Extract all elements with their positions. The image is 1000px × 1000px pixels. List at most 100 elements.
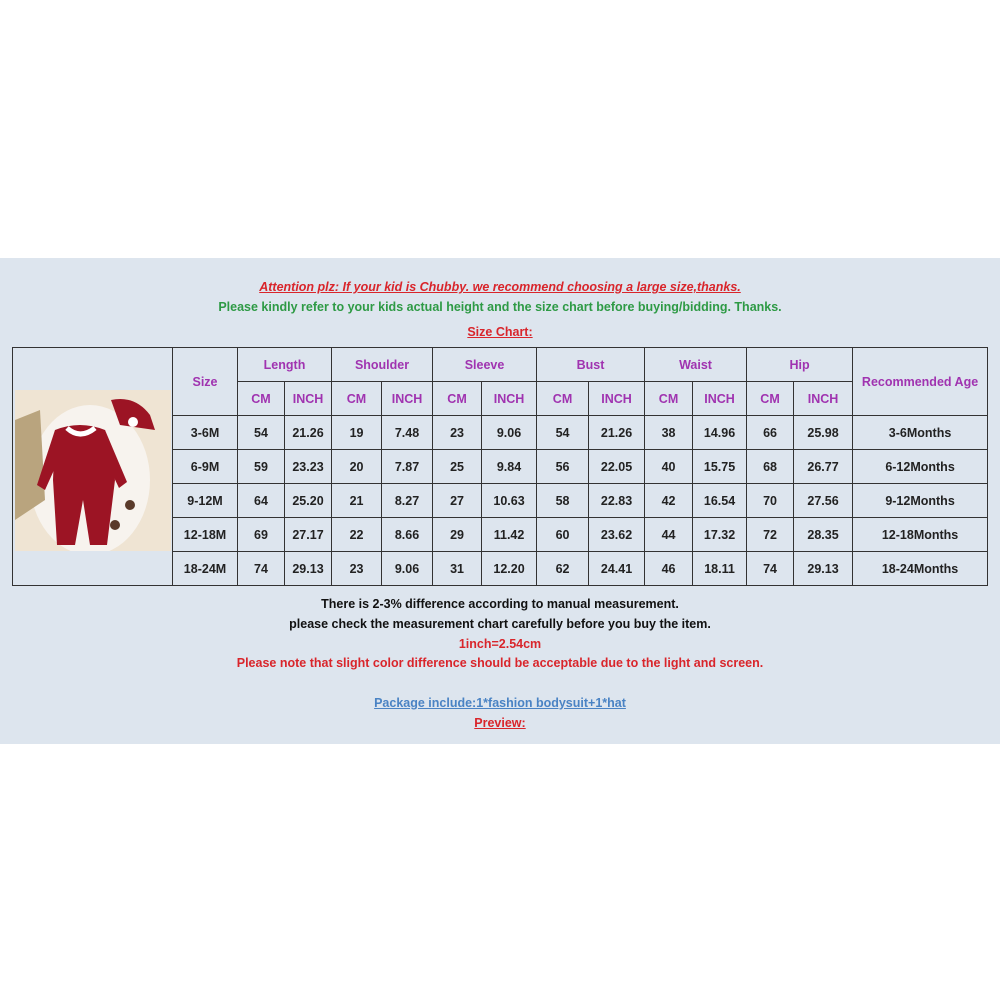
recommended-age-header: Recommended Age <box>852 347 989 416</box>
measurement-cell: 74 <box>237 551 285 586</box>
group-header-bust: Bust <box>536 347 646 382</box>
package-include-link[interactable]: Package include:1*fashion bodysuit+1*hat <box>374 696 626 710</box>
measurement-cell: 16.54 <box>692 483 748 518</box>
measurement-cell: 17.32 <box>692 517 748 552</box>
product-image-cell <box>12 347 173 586</box>
size-cell: 12-18M <box>172 517 238 552</box>
measurement-cell: 23 <box>432 415 483 450</box>
header-row-groups: Size Length Shoulder Sleeve Bust Waist Hip Reco… <box>12 347 989 586</box>
measurement-cell: 21.26 <box>283 415 333 450</box>
measurement-cell: 58 <box>536 483 590 518</box>
measurement-cell: 28.35 <box>793 517 854 552</box>
size-chart-table: Size Length Shoulder Sleeve Bust Waist Hip Reco… <box>12 347 989 586</box>
size-cell: 9-12M <box>172 483 238 518</box>
table-row: 9-12M 64 25.20 21 8.27 27 10.63 58 22.83 42 16.54 7… <box>13 483 989 518</box>
measurement-cell: 25.20 <box>283 483 333 518</box>
age-cell: 6-12Months <box>852 449 989 484</box>
measurement-cell: 19 <box>331 415 383 450</box>
measurement-cell: 22 <box>331 517 383 552</box>
preview-label: Preview: <box>474 716 526 730</box>
product-photo <box>15 390 171 551</box>
measurement-cell: 22.83 <box>588 483 646 518</box>
measurement-cell: 25 <box>432 449 483 484</box>
measurement-cell: 66 <box>746 415 795 450</box>
check-note: please check the measurement chart caref… <box>289 617 711 631</box>
refer-notice: Please kindly refer to your kids actual … <box>218 300 782 314</box>
measurement-cell: 42 <box>644 483 694 518</box>
measurement-cell: 72 <box>746 517 795 552</box>
unit-cm-header: CM <box>746 381 795 416</box>
size-header: Size <box>172 347 238 416</box>
unit-inch-header: INCH <box>692 381 748 416</box>
age-cell: 12-18Months <box>852 517 989 552</box>
measurement-cell: 21 <box>331 483 383 518</box>
measurement-cell: 20 <box>331 449 383 484</box>
measurement-cell: 54 <box>237 415 285 450</box>
measurement-cell: 74 <box>746 551 795 586</box>
measurement-cell: 24.41 <box>588 551 646 586</box>
table-row: 12-18M 69 27.17 22 8.66 29 11.42 60 23.62 44 17.32… <box>13 517 989 552</box>
measurement-cell: 7.48 <box>381 415 434 450</box>
conversion-note: 1inch=2.54cm <box>458 637 542 651</box>
measurement-cell: 23.62 <box>588 517 646 552</box>
age-cell: 9-12Months <box>852 483 989 518</box>
size-cell: 18-24M <box>172 551 238 586</box>
measurement-cell: 59 <box>237 449 285 484</box>
unit-inch-header: INCH <box>481 381 538 416</box>
measurement-cell: 27.17 <box>283 517 333 552</box>
measurement-cell: 9.06 <box>481 415 538 450</box>
measurement-cell: 9.06 <box>381 551 434 586</box>
measurement-cell: 9.84 <box>481 449 538 484</box>
measurement-cell: 26.77 <box>793 449 854 484</box>
group-header-shoulder: Shoulder <box>331 347 434 382</box>
measurement-cell: 29 <box>432 517 483 552</box>
size-cell: 3-6M <box>172 415 238 450</box>
size-chart-title: Size Chart: <box>467 325 533 339</box>
difference-note: There is 2-3% difference according to ma… <box>321 597 679 611</box>
measurement-cell: 64 <box>237 483 285 518</box>
measurement-cell: 27 <box>432 483 483 518</box>
color-note: Please note that slight color difference… <box>236 656 764 670</box>
measurement-cell: 29.13 <box>283 551 333 586</box>
unit-cm-header: CM <box>644 381 694 416</box>
measurement-cell: 29.13 <box>793 551 854 586</box>
measurement-cell: 23.23 <box>283 449 333 484</box>
measurement-cell: 21.26 <box>588 415 646 450</box>
measurement-cell: 56 <box>536 449 590 484</box>
group-header-sleeve: Sleeve <box>432 347 538 382</box>
measurement-cell: 60 <box>536 517 590 552</box>
measurement-cell: 44 <box>644 517 694 552</box>
unit-cm-header: CM <box>432 381 483 416</box>
age-cell: 3-6Months <box>852 415 989 450</box>
attention-notice: Attention plz: If your kid is Chubby. we… <box>259 280 741 294</box>
group-header-hip: Hip <box>746 347 854 382</box>
measurement-cell: 68 <box>746 449 795 484</box>
unit-cm-header: CM <box>331 381 383 416</box>
unit-cm-header: CM <box>237 381 285 416</box>
unit-inch-header: INCH <box>381 381 434 416</box>
group-header-waist: Waist <box>644 347 748 382</box>
measurement-cell: 54 <box>536 415 590 450</box>
measurement-cell: 23 <box>331 551 383 586</box>
measurement-cell: 18.11 <box>692 551 748 586</box>
measurement-cell: 12.20 <box>481 551 538 586</box>
unit-inch-header: INCH <box>283 381 333 416</box>
measurement-cell: 8.27 <box>381 483 434 518</box>
unit-inch-header: INCH <box>588 381 646 416</box>
unit-inch-header: INCH <box>793 381 854 416</box>
measurement-cell: 62 <box>536 551 590 586</box>
measurement-cell: 7.87 <box>381 449 434 484</box>
measurement-cell: 69 <box>237 517 285 552</box>
measurement-cell: 10.63 <box>481 483 538 518</box>
measurement-cell: 8.66 <box>381 517 434 552</box>
measurement-cell: 46 <box>644 551 694 586</box>
measurement-cell: 38 <box>644 415 694 450</box>
measurement-cell: 14.96 <box>692 415 748 450</box>
table-row: 3-6M 54 21.26 19 7.48 23 9.06 54 21.26 38 14.96 66 2… <box>13 415 989 450</box>
group-header-length: Length <box>236 347 333 382</box>
measurement-cell: 25.98 <box>793 415 854 450</box>
measurement-cell: 70 <box>746 483 795 518</box>
table-row: 18-24M 74 29.13 23 9.06 31 12.20 62 24.41 46 18.11… <box>13 551 989 586</box>
measurement-cell: 15.75 <box>692 449 748 484</box>
age-cell: 18-24Months <box>852 551 989 586</box>
